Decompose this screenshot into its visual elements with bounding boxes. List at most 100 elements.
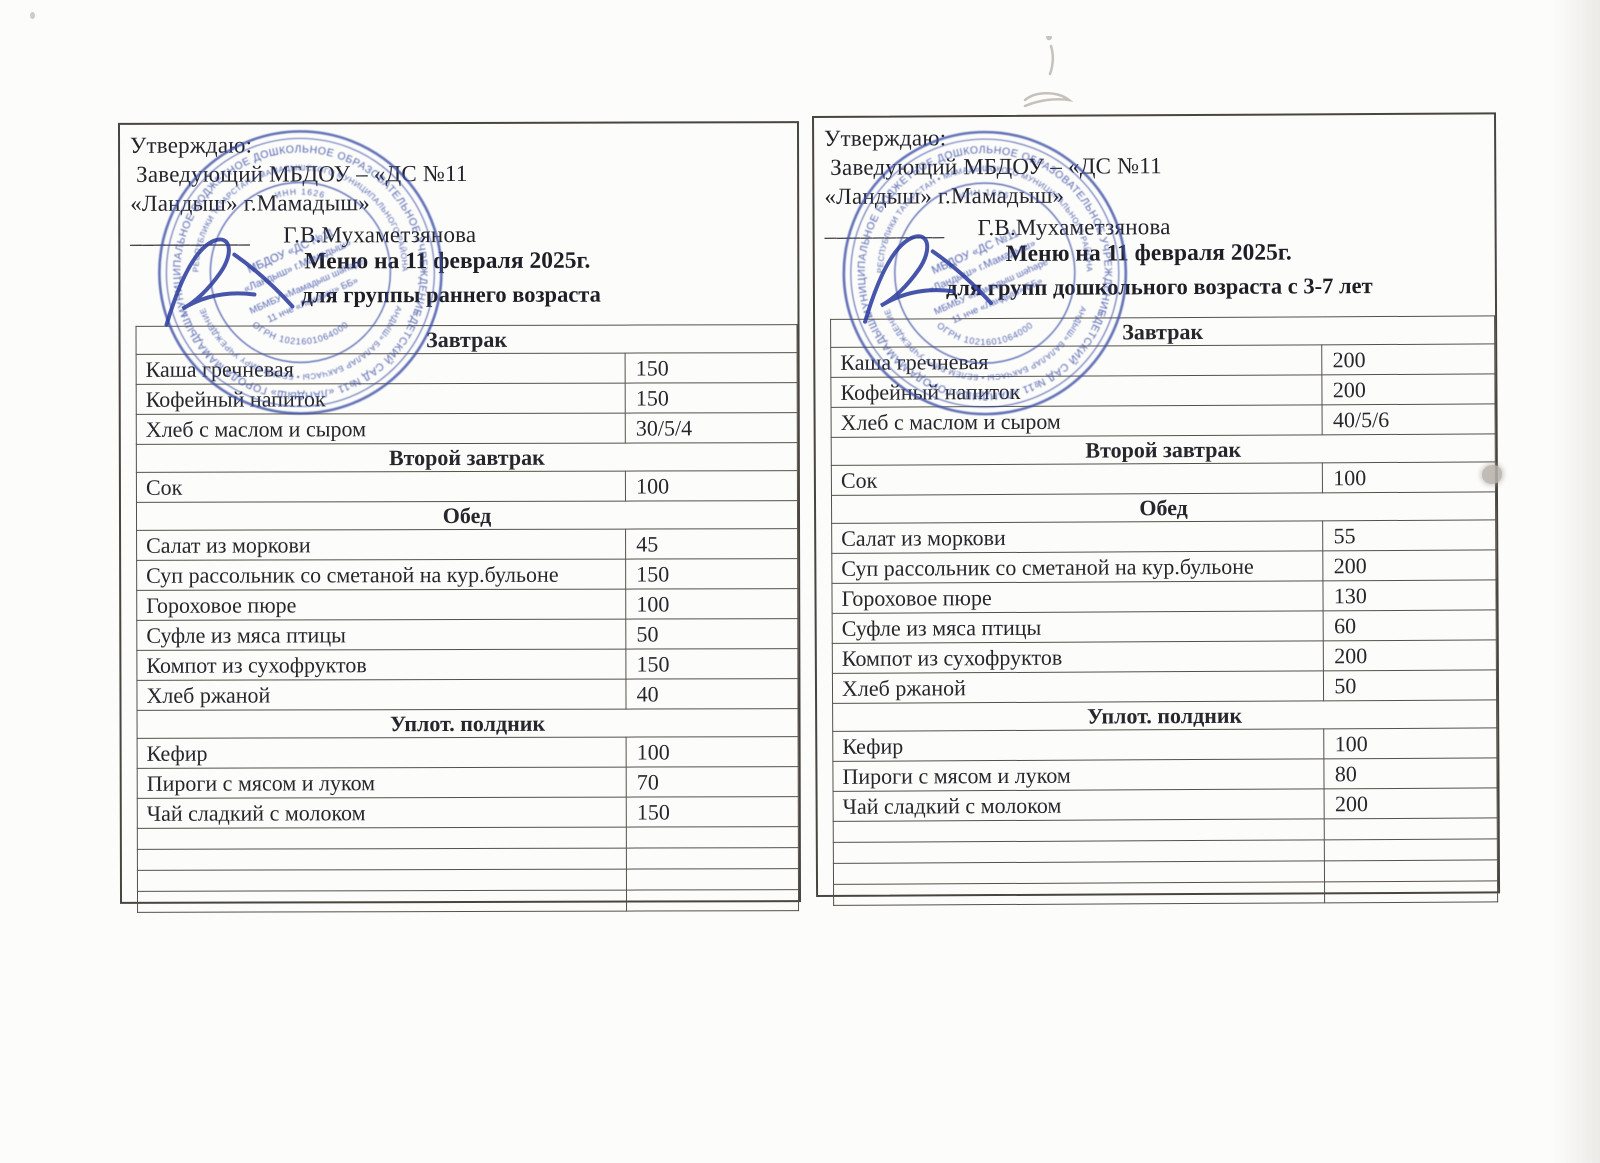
portion-grams: 200 (1322, 373, 1496, 405)
portion-grams: 100 (626, 736, 799, 768)
approval-line-1: Утверждаю: (130, 132, 253, 158)
section-header-row: Второй завтрак (136, 442, 798, 473)
dish-name: Суфле из мяса птицы (832, 610, 1324, 644)
portion-grams: 100 (625, 470, 798, 502)
dish-name: Кефир (137, 737, 627, 769)
menu-subtitle: для группы раннего возраста (301, 281, 601, 308)
menu-row: Каша гречневая 200 (830, 343, 1495, 378)
dish-name: Салат из моркови (831, 520, 1324, 554)
empty-row (137, 868, 799, 892)
pencil-smudge (1023, 36, 1074, 108)
portion-grams: 100 (1322, 461, 1496, 493)
menu-row: Пироги с мясом и луком 70 (137, 766, 799, 799)
section-header: Завтрак (136, 324, 798, 355)
portion-grams: 200 (1323, 639, 1497, 671)
empty-cell (833, 818, 1325, 843)
menu-row: Кофейный напиток 200 (830, 373, 1496, 408)
signature-row: __________ Г.В.Мухаметзянова (130, 220, 476, 250)
menu-row: Салат из моркови 45 (136, 528, 798, 561)
approval-block: Утверждаю: Заведующий МБДОУ – «ДС №11 «Л… (130, 130, 476, 250)
portion-grams: 55 (1322, 519, 1496, 551)
menu-panel-right: Утверждаю: Заведующий МБДОУ – «ДС №11 «Л… (812, 112, 1501, 906)
section-header-row: Обед (136, 500, 798, 531)
empty-cell (833, 860, 1325, 885)
dish-name: Пироги с мясом и луком (832, 758, 1325, 792)
dish-name: Хлеб с маслом и сыром (831, 404, 1323, 438)
dish-name: Суп рассольник со сметаной на кур.бульон… (136, 559, 626, 591)
empty-cell (833, 839, 1325, 864)
menu-row: Суфле из мяса птицы 50 (136, 618, 798, 651)
section-header: Обед (831, 491, 1496, 524)
menu-row: Кефир 100 (832, 727, 1497, 762)
menu-row: Чай сладкий с молоком 200 (833, 787, 1498, 822)
dish-name: Гороховое пюре (136, 589, 626, 621)
dish-name: Кефир (832, 728, 1325, 762)
empty-cell (626, 847, 799, 870)
empty-cell (626, 889, 799, 912)
menu-row: Кофейный напиток 150 (136, 382, 798, 415)
menu-table: Завтрак Каша гречневая 150 Кофейный напиток… (136, 324, 800, 913)
empty-row (137, 889, 799, 913)
portion-grams: 200 (1324, 787, 1498, 819)
signature-stroke (164, 237, 257, 327)
signature-stroke (232, 252, 295, 309)
section-header-row: Завтрак (830, 315, 1495, 348)
portion-grams: 60 (1323, 609, 1497, 641)
portion-grams: 200 (1322, 343, 1495, 375)
menu-row: Компот из сухофруктов 200 (832, 639, 1497, 674)
section-header-row: Завтрак (136, 324, 798, 355)
signature-stroke (863, 234, 955, 324)
section-header: Второй завтрак (831, 433, 1496, 466)
menu-row: Хлеб с маслом и сыром 40/5/6 (831, 403, 1496, 438)
menu-row: Пироги с мясом и луком 80 (832, 757, 1498, 792)
dish-name: Гороховое пюре (831, 580, 1324, 614)
portion-grams: 40 (626, 678, 799, 710)
portion-grams: 130 (1323, 579, 1497, 611)
empty-cell (1324, 859, 1498, 882)
dish-name: Суп рассольник со сметаной на кур.бульон… (831, 550, 1324, 584)
signatory-name: Г.В.Мухаметзянова (977, 214, 1171, 241)
dish-name: Пироги с мясом и луком (137, 767, 627, 799)
menu-row: Каша гречневая 150 (136, 352, 798, 385)
menu-table: Завтрак Каша гречневая 200 Кофейный напиток… (830, 315, 1498, 906)
menu-row: Хлеб ржаной 50 (832, 669, 1497, 704)
section-header-row: Уплот. полдник (832, 699, 1497, 732)
empty-cell (137, 869, 627, 892)
approval-line-3: «Ландыш» г.Мамадыш» (130, 190, 370, 216)
dish-name: Хлеб ржаной (136, 679, 627, 711)
dish-name: Суфле из мяса птицы (136, 619, 626, 651)
empty-cell (833, 881, 1325, 906)
scan-artifact-blob (1482, 465, 1502, 484)
portion-grams: 150 (625, 558, 798, 590)
scan-speck (30, 12, 35, 19)
signature-line: __________ (824, 215, 945, 241)
dish-name: Чай сладкий с молоком (137, 797, 627, 829)
portion-grams: 80 (1324, 757, 1498, 789)
dish-name: Каша гречневая (136, 353, 626, 385)
portion-grams: 100 (625, 588, 798, 620)
portion-grams: 150 (625, 648, 798, 680)
menu-title: Меню на 11 февраля 2025г. (304, 247, 591, 275)
approval-block: Утверждаю: Заведующий МБДОУ – «ДС №11 «Л… (824, 122, 1171, 243)
portion-grams: 30/5/4 (625, 412, 798, 444)
dish-name: Компот из сухофруктов (832, 640, 1324, 674)
empty-cell (137, 827, 627, 850)
menu-row: Хлеб ржаной 40 (136, 678, 799, 711)
empty-cell (137, 848, 627, 871)
section-header: Обед (136, 500, 798, 531)
menu-subtitle: для групп дошкольного возраста с 3-7 лет (945, 273, 1373, 301)
portion-grams: 50 (625, 618, 798, 650)
menu-row: Хлеб с маслом и сыром 30/5/4 (136, 412, 798, 445)
signature-line: __________ (130, 222, 251, 248)
dish-name: Хлеб ржаной (832, 670, 1324, 704)
menu-row: Кефир 100 (137, 736, 799, 769)
portion-grams: 40/5/6 (1322, 403, 1496, 435)
empty-row (137, 847, 799, 871)
empty-cell (626, 868, 799, 891)
dish-name: Каша гречневая (830, 344, 1323, 378)
menu-row: Суп рассольник со сметаной на кур.бульон… (136, 558, 798, 591)
menu-row: Суп рассольник со сметаной на кур.бульон… (831, 549, 1496, 584)
approval-line-2: Заведующий МБДОУ – «ДС №11 (136, 160, 468, 187)
section-header-row: Второй завтрак (831, 433, 1496, 466)
portion-grams: 150 (625, 382, 798, 414)
